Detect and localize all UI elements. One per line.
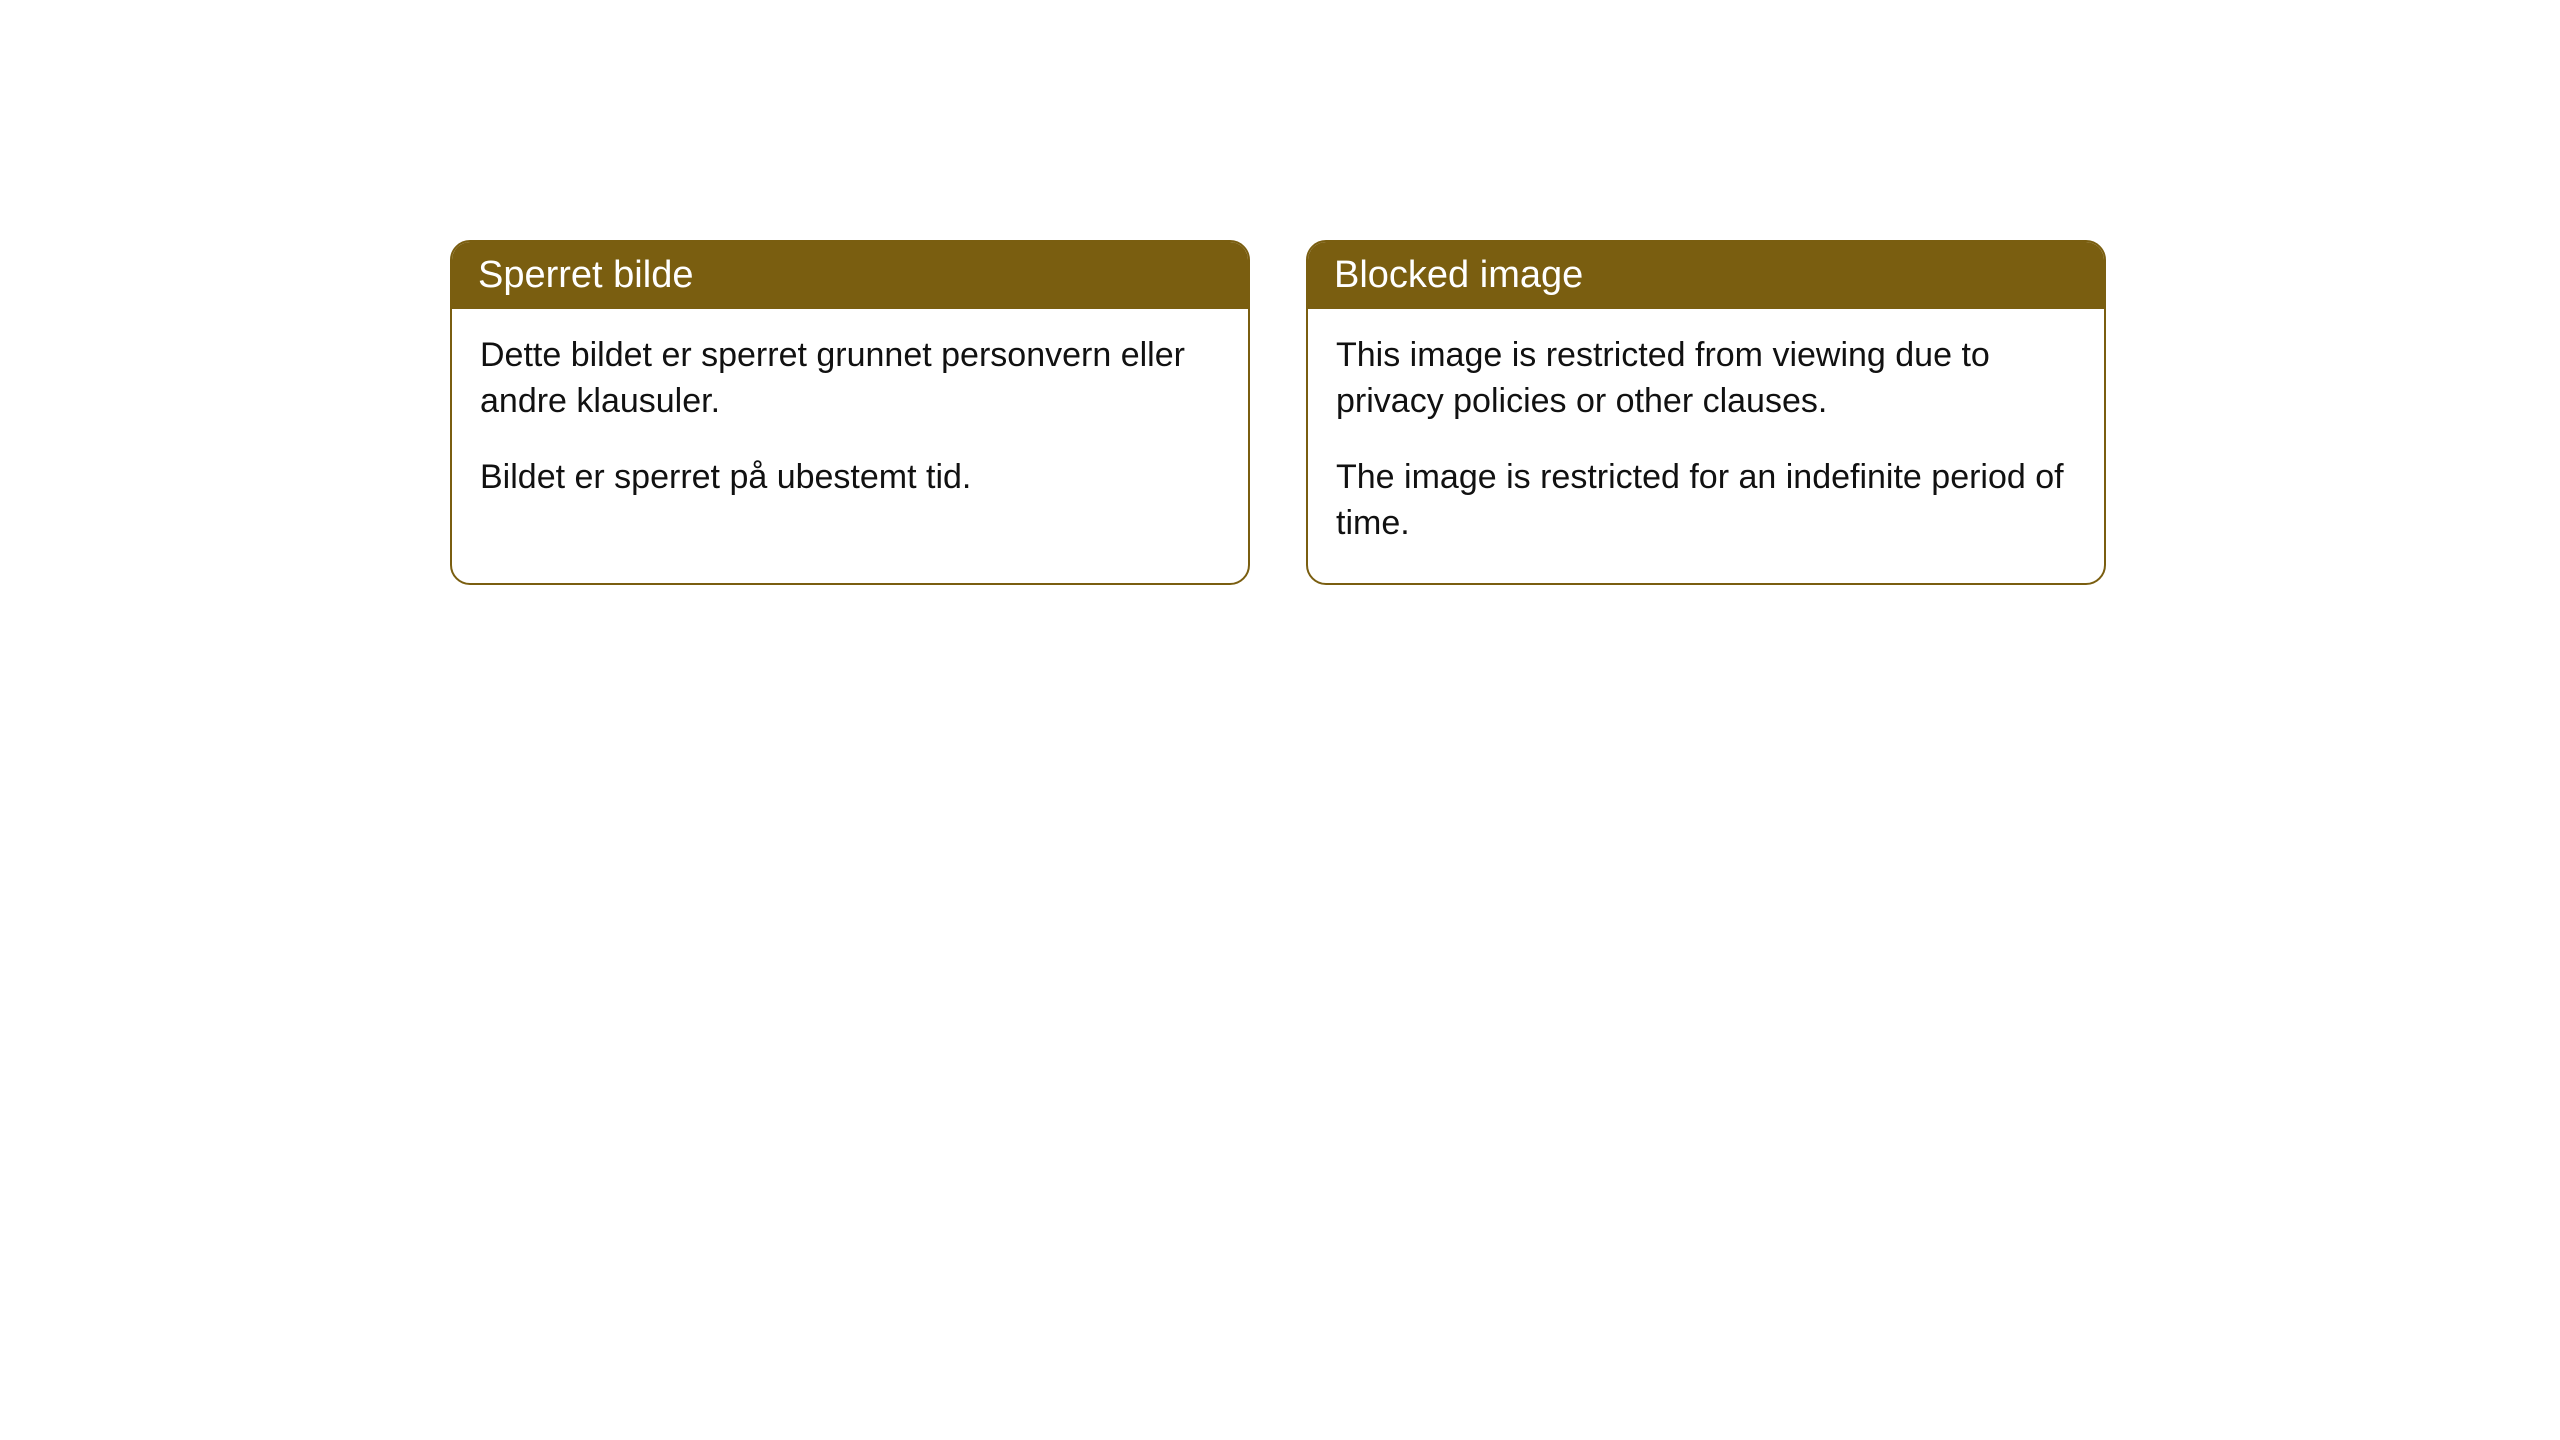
card-body-no: Dette bildet er sperret grunnet personve…: [452, 309, 1248, 537]
blocked-image-card-en: Blocked image This image is restricted f…: [1306, 240, 2106, 585]
card-header-en: Blocked image: [1308, 242, 2104, 309]
card-paragraph-no-2: Bildet er sperret på ubestemt tid.: [480, 455, 1220, 501]
blocked-image-card-no: Sperret bilde Dette bildet er sperret gr…: [450, 240, 1250, 585]
card-paragraph-en-2: The image is restricted for an indefinit…: [1336, 455, 2076, 547]
card-paragraph-en-1: This image is restricted from viewing du…: [1336, 333, 2076, 425]
cards-container: Sperret bilde Dette bildet er sperret gr…: [450, 240, 2560, 585]
card-title-no: Sperret bilde: [478, 254, 693, 296]
card-title-en: Blocked image: [1334, 254, 1583, 296]
card-paragraph-no-1: Dette bildet er sperret grunnet personve…: [480, 333, 1220, 425]
card-body-en: This image is restricted from viewing du…: [1308, 309, 2104, 583]
card-header-no: Sperret bilde: [452, 242, 1248, 309]
